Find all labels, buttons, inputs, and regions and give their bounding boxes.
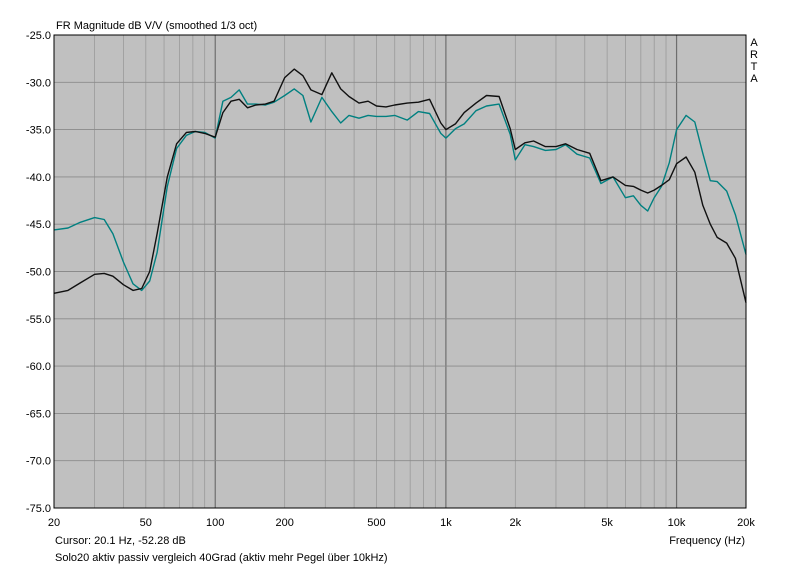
brand-letter: A — [750, 73, 758, 85]
y-tick-label: -65.0 — [26, 408, 51, 420]
y-tick-label: -75.0 — [26, 503, 51, 515]
y-tick-label: -60.0 — [26, 361, 51, 373]
series-line-2 — [53, 68, 747, 303]
x-tick-label: 50 — [140, 517, 152, 529]
x-tick-label: 10k — [668, 517, 686, 529]
y-tick-label: -35.0 — [26, 125, 51, 137]
series-line-1 — [53, 88, 747, 292]
x-tick-labels: 20 50 100 200 500 1k 2k 5k 10k 20k — [48, 517, 755, 529]
chart-title: FR Magnitude dB V/V (smoothed 1/3 oct) — [56, 20, 257, 32]
grid — [54, 35, 746, 508]
y-tick-labels: -25.0 -30.0 -35.0 -40.0 -45.0 -50.0 -55.0 -60.0… — [26, 30, 51, 515]
brand-letter: A — [750, 37, 758, 49]
x-tick-label: 5k — [601, 517, 613, 529]
y-tick-label: -25.0 — [26, 30, 51, 42]
brand-letter: T — [751, 61, 758, 73]
brand-letter: R — [750, 49, 758, 61]
x-tick-label: 2k — [510, 517, 522, 529]
chart-caption: Solo20 aktiv passiv vergleich 40Grad (ak… — [55, 552, 388, 564]
y-tick-label: -30.0 — [26, 77, 51, 89]
x-tick-label: 1k — [440, 517, 452, 529]
x-tick-label: 200 — [275, 517, 293, 529]
x-tick-label: 100 — [206, 517, 224, 529]
cursor-readout: Cursor: 20.1 Hz, -52.28 dB — [55, 535, 186, 547]
x-tick-label: 500 — [367, 517, 385, 529]
y-tick-label: -45.0 — [26, 219, 51, 231]
x-axis-label: Frequency (Hz) — [669, 535, 745, 547]
y-tick-label: -70.0 — [26, 456, 51, 468]
x-tick-label: 20 — [48, 517, 60, 529]
series-layer — [53, 68, 747, 303]
y-tick-label: -55.0 — [26, 314, 51, 326]
x-tick-label: 20k — [737, 517, 755, 529]
y-tick-label: -40.0 — [26, 172, 51, 184]
y-tick-label: -50.0 — [26, 267, 51, 279]
plot-frame — [53, 34, 747, 509]
